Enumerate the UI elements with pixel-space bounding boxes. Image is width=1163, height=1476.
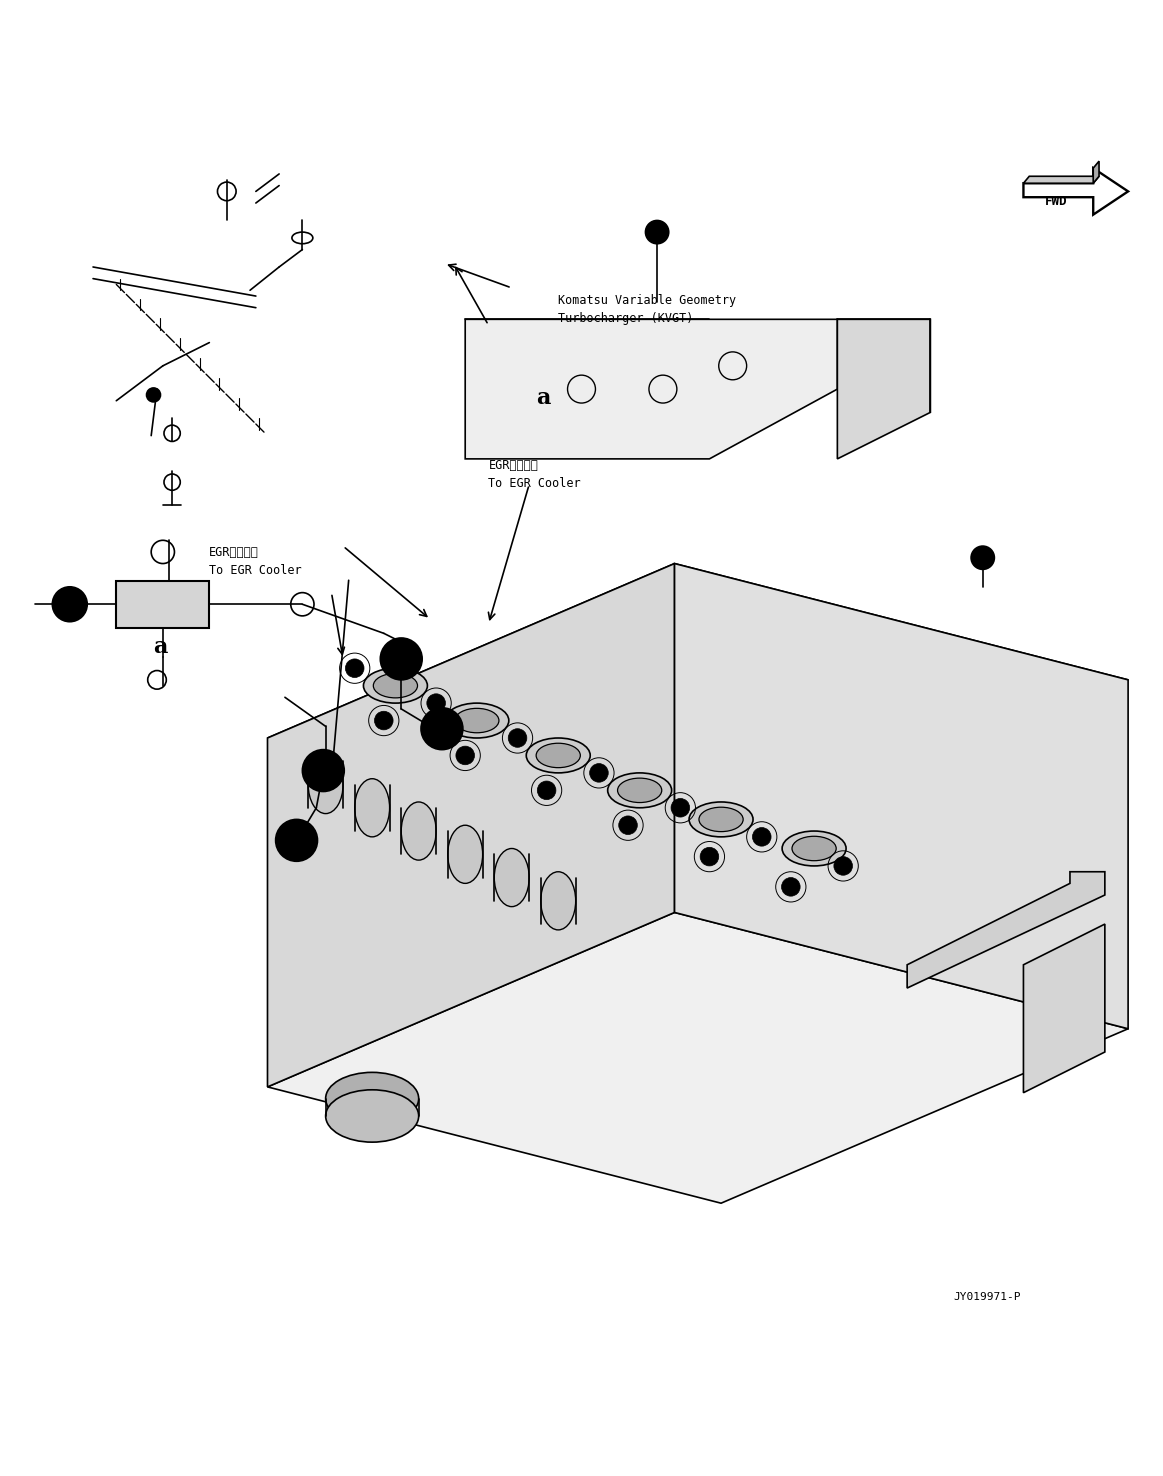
Polygon shape bbox=[1023, 168, 1128, 214]
Ellipse shape bbox=[444, 703, 509, 738]
Circle shape bbox=[971, 546, 994, 570]
Circle shape bbox=[834, 856, 852, 875]
Circle shape bbox=[645, 220, 669, 244]
Ellipse shape bbox=[308, 756, 343, 813]
Circle shape bbox=[508, 729, 527, 747]
Circle shape bbox=[427, 694, 445, 713]
Ellipse shape bbox=[455, 708, 499, 732]
Circle shape bbox=[380, 638, 422, 680]
Polygon shape bbox=[837, 319, 930, 459]
Ellipse shape bbox=[536, 744, 580, 768]
Circle shape bbox=[537, 781, 556, 800]
Ellipse shape bbox=[608, 773, 672, 807]
Polygon shape bbox=[267, 912, 1128, 1203]
Ellipse shape bbox=[494, 849, 529, 906]
Text: EGRクーラへ
To EGR Cooler: EGRクーラへ To EGR Cooler bbox=[488, 459, 582, 490]
Circle shape bbox=[52, 587, 87, 621]
Ellipse shape bbox=[373, 673, 418, 698]
Ellipse shape bbox=[292, 232, 313, 244]
Text: Komatsu Variable Geometry
Turbocharger (KVGT): Komatsu Variable Geometry Turbocharger (… bbox=[558, 294, 736, 325]
Polygon shape bbox=[267, 564, 675, 1086]
Ellipse shape bbox=[699, 807, 743, 831]
Polygon shape bbox=[116, 582, 209, 627]
Ellipse shape bbox=[792, 837, 836, 861]
Ellipse shape bbox=[527, 738, 590, 773]
Circle shape bbox=[752, 828, 771, 846]
Text: a: a bbox=[154, 636, 167, 658]
Polygon shape bbox=[267, 564, 1128, 855]
Circle shape bbox=[302, 750, 344, 791]
Ellipse shape bbox=[448, 825, 483, 883]
Polygon shape bbox=[675, 564, 1128, 1029]
Polygon shape bbox=[465, 319, 837, 459]
Polygon shape bbox=[1023, 924, 1105, 1092]
Circle shape bbox=[147, 388, 160, 401]
Circle shape bbox=[421, 708, 463, 750]
Ellipse shape bbox=[326, 1073, 419, 1125]
Circle shape bbox=[345, 658, 364, 677]
Circle shape bbox=[276, 819, 317, 862]
Circle shape bbox=[671, 799, 690, 818]
Ellipse shape bbox=[618, 778, 662, 803]
Circle shape bbox=[782, 878, 800, 896]
Ellipse shape bbox=[688, 801, 754, 837]
Circle shape bbox=[374, 711, 393, 729]
Circle shape bbox=[700, 847, 719, 866]
Circle shape bbox=[456, 747, 475, 765]
Ellipse shape bbox=[782, 831, 846, 866]
Ellipse shape bbox=[401, 801, 436, 861]
Polygon shape bbox=[907, 872, 1105, 987]
Text: EGRクーラへ
To EGR Cooler: EGRクーラへ To EGR Cooler bbox=[209, 546, 302, 577]
Circle shape bbox=[619, 816, 637, 834]
Polygon shape bbox=[1093, 161, 1099, 183]
Ellipse shape bbox=[326, 1089, 419, 1142]
Ellipse shape bbox=[541, 872, 576, 930]
Circle shape bbox=[590, 763, 608, 782]
Ellipse shape bbox=[355, 779, 390, 837]
Text: JY019971-P: JY019971-P bbox=[954, 1292, 1021, 1302]
Polygon shape bbox=[1023, 176, 1099, 183]
Text: a: a bbox=[536, 387, 550, 409]
Ellipse shape bbox=[363, 669, 428, 703]
Text: FWD: FWD bbox=[1044, 195, 1068, 208]
